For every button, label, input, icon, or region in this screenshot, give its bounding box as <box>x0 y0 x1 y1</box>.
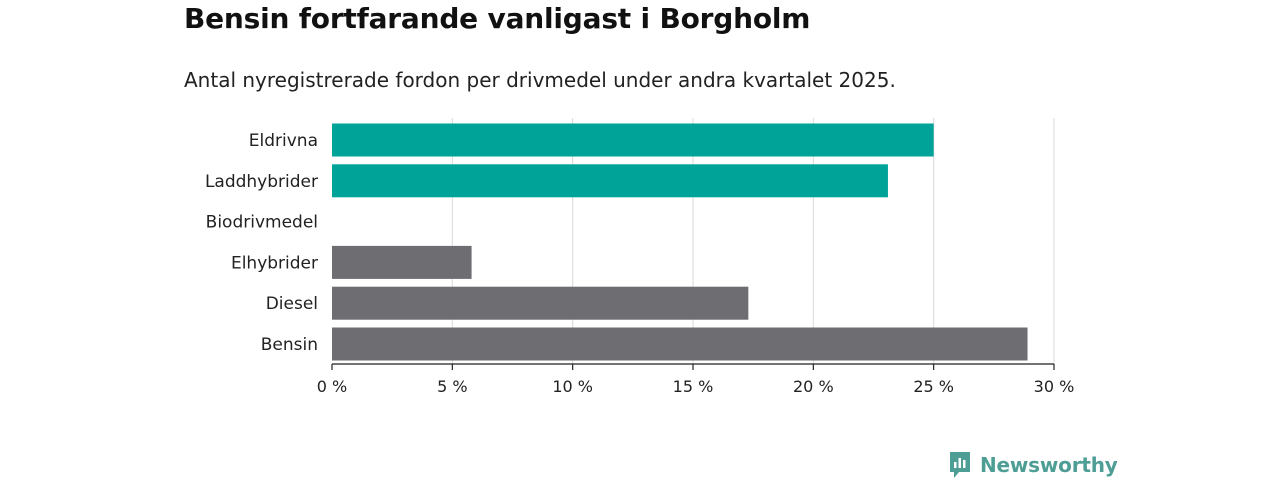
x-tick-label: 0 % <box>317 377 347 396</box>
category-label: Diesel <box>266 294 318 314</box>
category-label: Bensin <box>261 335 318 355</box>
x-tick-label: 20 % <box>793 377 834 396</box>
x-tick-label: 25 % <box>913 377 954 396</box>
bar <box>332 245 472 279</box>
brand-name: Newsworthy <box>980 453 1118 477</box>
x-tick-label: 30 % <box>1034 377 1075 396</box>
newsworthy-logo: Newsworthy <box>948 450 1118 480</box>
category-label: Elhybrider <box>231 253 318 273</box>
bar <box>332 123 934 157</box>
x-tick-label: 15 % <box>673 377 714 396</box>
bar-chart-icon <box>950 452 970 478</box>
chart-title: Bensin fortfarande vanligast i Borgholm <box>184 2 811 35</box>
bar <box>332 327 1028 361</box>
x-tick-label: 5 % <box>437 377 467 396</box>
x-tick-label: 10 % <box>552 377 593 396</box>
category-label: Eldrivna <box>249 131 318 151</box>
bar <box>332 164 888 198</box>
category-label: Laddhybrider <box>205 172 318 192</box>
chart-subtitle: Antal nyregistrerade fordon per drivmede… <box>184 68 896 92</box>
bar <box>332 286 749 320</box>
category-label: Biodrivmedel <box>206 213 318 233</box>
